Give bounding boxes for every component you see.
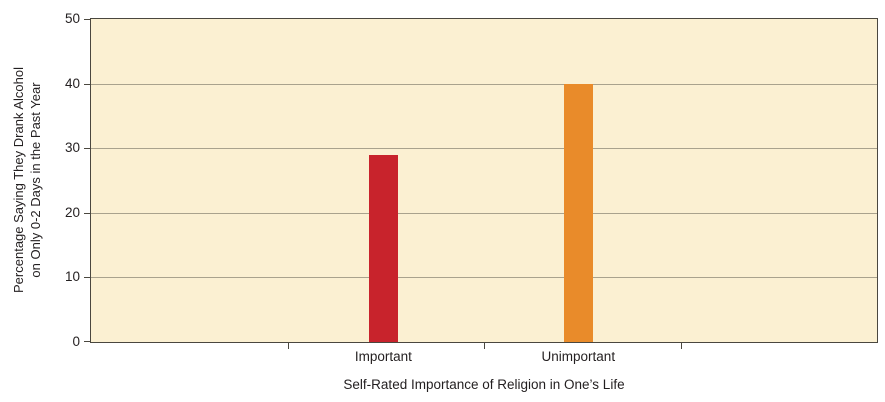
bar-important — [368, 154, 398, 342]
gridline-10 — [91, 277, 877, 279]
y-tick-mark-30 — [84, 148, 90, 150]
plot-area — [90, 18, 878, 343]
x-tick-mark — [484, 343, 485, 349]
y-tick-mark-50 — [84, 19, 90, 20]
y-tick-label-50: 50 — [64, 11, 80, 26]
x-category-label-unimportant: Unimportant — [541, 349, 616, 364]
y-tick-label-10: 10 — [64, 269, 80, 285]
y-tick-mark-20 — [84, 212, 90, 214]
y-tick-label-40: 40 — [64, 75, 80, 91]
x-tick-mark — [680, 343, 682, 349]
y-tick-label-20: 20 — [64, 204, 80, 220]
x-axis-title: Self-Rated Importance of Religion in One… — [343, 377, 625, 392]
y-tick-label-30: 30 — [64, 140, 80, 156]
gridline-20 — [91, 212, 877, 214]
y-tick-label-0: 0 — [72, 334, 80, 349]
y-axis-title: Percentage Saying They Drank Alcohol on … — [10, 0, 44, 360]
y-axis-title-line1: Percentage Saying They Drank Alcohol — [10, 67, 26, 293]
x-category-label-important: Important — [354, 349, 412, 364]
x-tick-mark — [287, 343, 289, 349]
y-axis-title-line2: on Only 0-2 Days in the Past Year — [28, 82, 43, 278]
y-tick-mark-40 — [84, 83, 90, 85]
bar-unimportant — [563, 83, 593, 342]
y-tick-mark-0 — [84, 341, 90, 342]
gridline-30 — [91, 148, 877, 150]
gridline-40 — [91, 83, 877, 85]
y-tick-mark-10 — [84, 277, 90, 279]
